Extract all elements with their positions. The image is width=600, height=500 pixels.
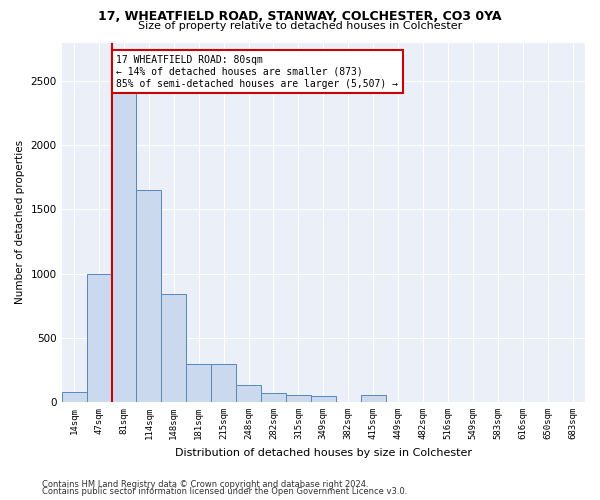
Bar bbox=[261, 393, 286, 402]
Bar bbox=[136, 190, 161, 402]
Bar bbox=[86, 274, 112, 402]
Bar bbox=[311, 396, 336, 402]
Bar bbox=[161, 294, 186, 402]
Bar bbox=[361, 395, 386, 402]
Text: Size of property relative to detached houses in Colchester: Size of property relative to detached ho… bbox=[138, 21, 462, 31]
X-axis label: Distribution of detached houses by size in Colchester: Distribution of detached houses by size … bbox=[175, 448, 472, 458]
Bar bbox=[186, 364, 211, 402]
Text: Contains public sector information licensed under the Open Government Licence v3: Contains public sector information licen… bbox=[42, 487, 407, 496]
Bar bbox=[62, 392, 86, 402]
Text: 17, WHEATFIELD ROAD, STANWAY, COLCHESTER, CO3 0YA: 17, WHEATFIELD ROAD, STANWAY, COLCHESTER… bbox=[98, 10, 502, 23]
Bar bbox=[236, 386, 261, 402]
Text: Contains HM Land Registry data © Crown copyright and database right 2024.: Contains HM Land Registry data © Crown c… bbox=[42, 480, 368, 489]
Bar bbox=[211, 364, 236, 402]
Bar bbox=[112, 88, 136, 402]
Bar bbox=[286, 395, 311, 402]
Text: 17 WHEATFIELD ROAD: 80sqm
← 14% of detached houses are smaller (873)
85% of semi: 17 WHEATFIELD ROAD: 80sqm ← 14% of detac… bbox=[116, 56, 398, 88]
Y-axis label: Number of detached properties: Number of detached properties bbox=[15, 140, 25, 304]
